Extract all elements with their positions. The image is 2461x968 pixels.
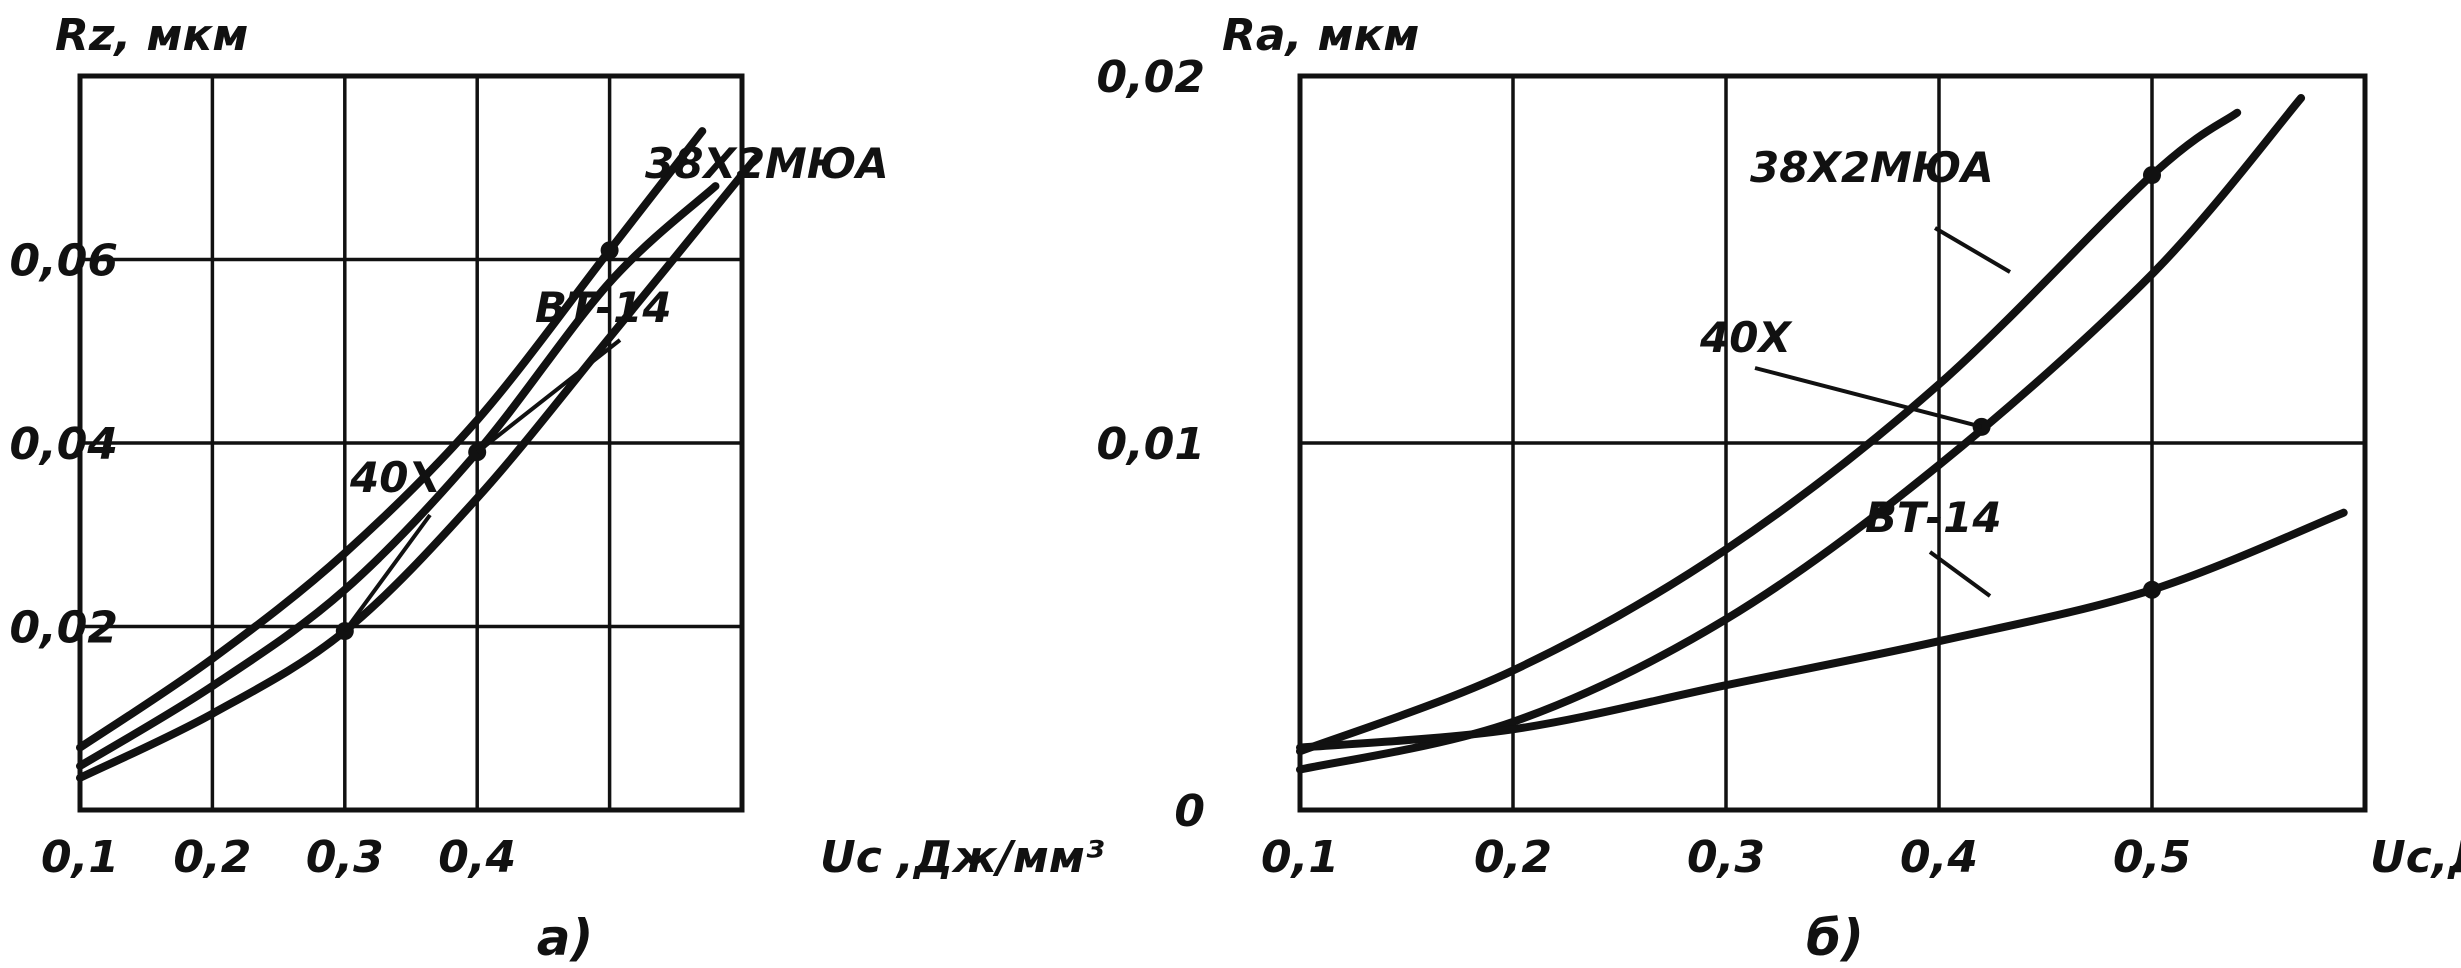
chart-a-x-tick-label: 0,3 — [306, 832, 384, 883]
chart-a-rz: 0,1 0,2 0,3 0,4 0,02 0,04 0,06 Rz, мкм Uc ,Дж/мм… — [9, 10, 1104, 967]
chart-b-y-tick-label: 0 — [1174, 786, 1205, 837]
chart-b-label-leader — [1754, 366, 1983, 429]
chart-b-x-tick-label: 0,4 — [1900, 832, 1978, 883]
chart-a-series-label: 40Х — [349, 453, 443, 502]
chart-b-series-line-3 — [1296, 508, 2348, 752]
chart-b-ra: 0,1 0,2 0,3 0,4 0,5 0 0,01 0,02 Ra, мкм Uc,Дж/мм³… — [1096, 10, 2461, 967]
chart-b-y-tick-label: 0,02 — [1096, 52, 1205, 103]
chart-a-y-tick-label: 0,06 — [9, 236, 118, 287]
chart-a-label-leader — [475, 338, 622, 454]
chart-b-caption: б) — [1806, 909, 1864, 967]
chart-b-x-tick-label: 0,2 — [1474, 832, 1552, 883]
chart-b-label-leader — [1933, 226, 2012, 274]
chart-b-x-tick-label: 0,1 — [1261, 832, 1339, 883]
chart-b-series-line-1 — [1296, 108, 2242, 756]
chart-b-series-marker — [2143, 166, 2161, 185]
chart-b-x-tick-label: 0,5 — [2113, 832, 2191, 883]
chart-a-caption: a) — [537, 909, 594, 967]
chart-a-series-line-2 — [76, 182, 720, 770]
chart-b-series-marker — [2143, 580, 2161, 599]
chart-b-label-leader — [1928, 550, 1992, 598]
chart-b-series-label: 38Х2МЮА — [1750, 143, 1994, 192]
chart-b-plot-frame — [1297, 73, 2368, 813]
chart-a-series-label: 38Х2МЮА — [645, 139, 889, 188]
chart-a-y-tick-label: 0,04 — [9, 419, 118, 470]
chart-b-series-label: 40Х — [1699, 313, 1793, 362]
chart-a-series-marker — [600, 241, 619, 260]
chart-a-y-tick-label: 0,02 — [9, 603, 118, 654]
chart-b-x-axis-title: Uc,Дж/мм³ — [2370, 832, 2461, 883]
chart-a-x-axis-title: Uc ,Дж/мм³ — [820, 832, 1104, 883]
chart-a-series-line-3 — [76, 154, 760, 782]
chart-a-x-tick-label: 0,4 — [438, 832, 516, 883]
chart-b-x-tick-label: 0,3 — [1687, 832, 1765, 883]
chart-b-series-line-2 — [1296, 94, 2306, 774]
chart-b-series-label: ВТ-14 — [1865, 493, 2002, 542]
chart-a-x-tick-label: 0,2 — [173, 832, 251, 883]
chart-b-y-tick-label: 0,01 — [1096, 419, 1205, 470]
chart-a-label-leader — [343, 513, 432, 633]
chart-a-series-line-1 — [76, 127, 707, 752]
chart-b-y-axis-title: Ra, мкм — [1222, 10, 1419, 61]
chart-a-x-tick-label: 0,1 — [41, 832, 119, 883]
chart-a-plot-frame — [77, 73, 745, 813]
chart-a-y-axis-title: Rz, мкм — [55, 10, 248, 61]
chart-a-series-label: ВТ-14 — [535, 283, 672, 332]
